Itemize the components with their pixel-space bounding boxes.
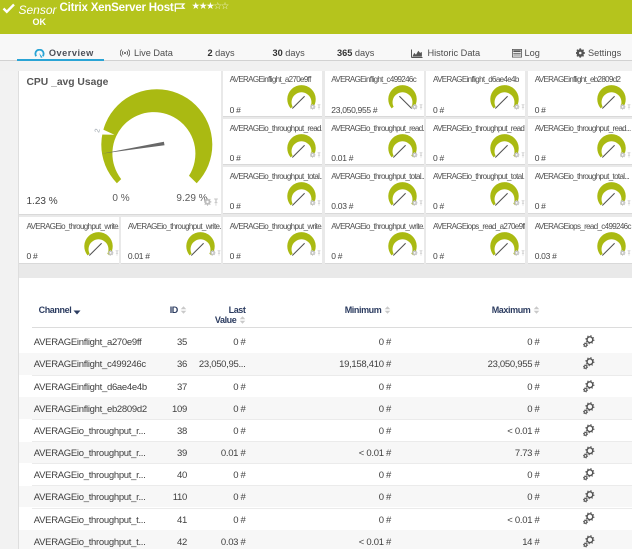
svg-text:2: 2 <box>94 128 102 133</box>
